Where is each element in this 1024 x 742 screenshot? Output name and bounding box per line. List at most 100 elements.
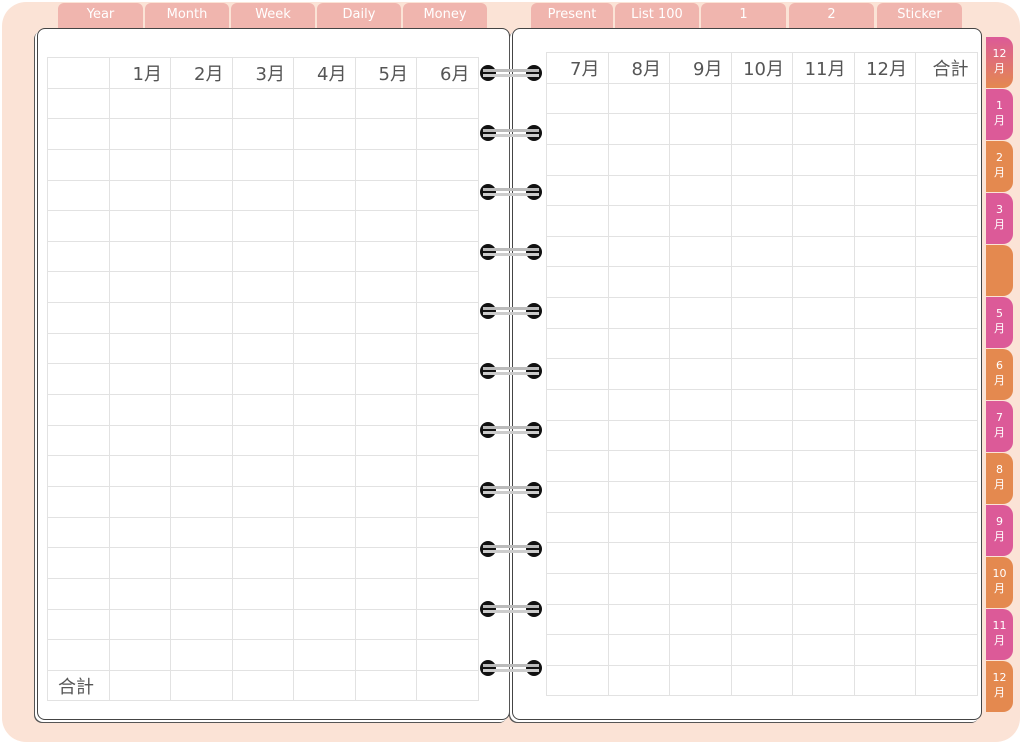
table-cell[interactable] (354, 394, 417, 426)
table-cell[interactable] (669, 327, 732, 360)
table-cell[interactable] (293, 302, 356, 334)
table-cell[interactable] (792, 266, 855, 299)
table-cell[interactable] (416, 179, 479, 212)
tab-year[interactable]: Year (58, 3, 143, 29)
table-cell[interactable] (792, 235, 855, 268)
table-cell[interactable] (546, 113, 609, 145)
table-cell[interactable] (170, 87, 233, 120)
table-cell[interactable] (792, 603, 855, 636)
table-cell[interactable] (915, 664, 978, 697)
table-cell[interactable] (416, 424, 479, 457)
table-cell[interactable] (47, 332, 110, 365)
table-cell[interactable] (915, 542, 978, 574)
table-cell[interactable] (293, 271, 356, 304)
table-cell[interactable] (546, 572, 609, 605)
table-cell[interactable] (607, 327, 670, 360)
table-cell[interactable] (108, 271, 171, 304)
table-cell[interactable] (607, 113, 670, 145)
table-cell[interactable] (546, 389, 609, 421)
table-cell[interactable] (607, 82, 670, 115)
table-cell[interactable] (293, 87, 356, 120)
table-cell[interactable] (170, 118, 233, 150)
table-cell[interactable] (293, 455, 356, 487)
table-cell[interactable] (607, 389, 670, 421)
table-cell[interactable] (546, 82, 609, 115)
table-cell[interactable] (170, 547, 233, 579)
table-cell[interactable] (170, 148, 233, 181)
tab-2[interactable]: 2 (789, 3, 874, 29)
table-cell[interactable] (47, 424, 110, 457)
table-cell[interactable] (47, 485, 110, 518)
table-cell[interactable] (546, 235, 609, 268)
table-cell[interactable] (792, 82, 855, 115)
table-cell[interactable] (170, 240, 233, 273)
table-cell[interactable] (108, 240, 171, 273)
table-cell[interactable] (47, 118, 110, 150)
table-cell[interactable] (354, 639, 417, 671)
table-cell[interactable] (546, 634, 609, 666)
table-cell[interactable] (108, 302, 171, 334)
table-cell[interactable] (231, 547, 294, 579)
table-cell[interactable] (231, 485, 294, 518)
table-cell[interactable] (853, 450, 916, 482)
table-cell[interactable] (354, 516, 417, 549)
table-cell[interactable] (607, 511, 670, 544)
table-cell[interactable] (915, 174, 978, 207)
table-cell[interactable] (170, 485, 233, 518)
table-cell[interactable] (607, 572, 670, 605)
table-cell[interactable] (108, 608, 171, 641)
table-cell[interactable] (170, 577, 233, 610)
table-cell[interactable] (792, 419, 855, 452)
table-cell[interactable] (607, 603, 670, 636)
table-cell[interactable] (915, 511, 978, 544)
table-cell[interactable] (416, 455, 479, 487)
table-cell[interactable] (293, 547, 356, 579)
table-cell[interactable] (416, 240, 479, 273)
tab-list-100[interactable]: List 100 (615, 3, 699, 29)
table-cell[interactable] (170, 424, 233, 457)
table-cell[interactable] (546, 358, 609, 391)
table-cell[interactable] (669, 266, 732, 299)
table-cell[interactable] (853, 389, 916, 421)
table-cell[interactable] (915, 297, 978, 329)
table-cell[interactable] (170, 455, 233, 487)
table-cell[interactable] (546, 327, 609, 360)
table-cell[interactable] (730, 235, 793, 268)
table-cell[interactable] (669, 143, 732, 176)
table-cell[interactable] (915, 450, 978, 482)
table-cell[interactable] (47, 455, 110, 487)
table-cell[interactable] (915, 358, 978, 391)
table-cell[interactable] (293, 363, 356, 396)
table-cell[interactable] (354, 271, 417, 304)
table-cell[interactable] (231, 302, 294, 334)
table-cell[interactable] (108, 669, 171, 702)
table-cell[interactable] (792, 480, 855, 513)
table-cell[interactable] (231, 394, 294, 426)
table-cell[interactable] (108, 394, 171, 426)
table-cell[interactable] (915, 82, 978, 115)
table-cell[interactable] (669, 664, 732, 697)
table-cell[interactable] (669, 235, 732, 268)
table-cell[interactable] (853, 419, 916, 452)
table-cell[interactable] (730, 143, 793, 176)
table-cell[interactable] (853, 480, 916, 513)
table-cell[interactable] (607, 266, 670, 299)
table-cell[interactable] (231, 424, 294, 457)
table-cell[interactable] (669, 82, 732, 115)
table-cell[interactable] (108, 332, 171, 365)
table-cell[interactable] (915, 389, 978, 421)
table-cell[interactable] (730, 389, 793, 421)
table-cell[interactable] (853, 266, 916, 299)
table-cell[interactable] (108, 179, 171, 212)
month-tab[interactable]: 11 月 (986, 609, 1013, 660)
table-cell[interactable] (231, 608, 294, 641)
table-cell[interactable] (669, 113, 732, 145)
table-cell[interactable] (607, 174, 670, 207)
table-cell[interactable] (792, 450, 855, 482)
table-cell[interactable] (354, 302, 417, 334)
table-cell[interactable] (231, 332, 294, 365)
table-cell[interactable] (607, 480, 670, 513)
